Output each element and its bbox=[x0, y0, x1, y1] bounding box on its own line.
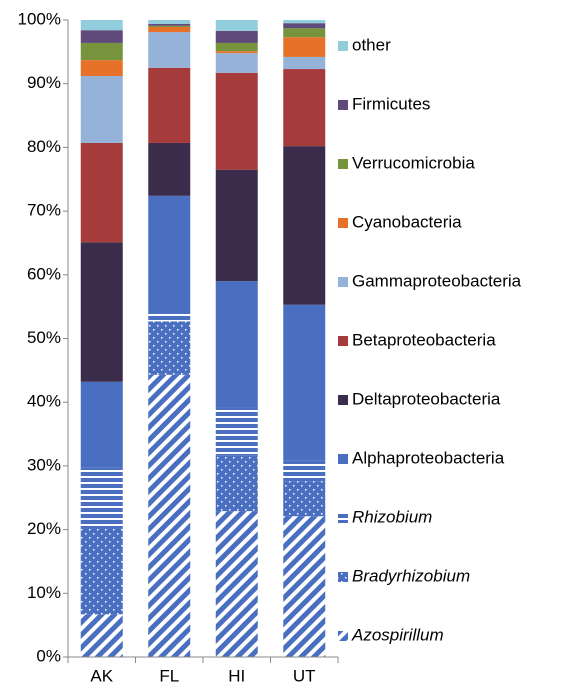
legend-label: other bbox=[352, 35, 391, 54]
bar-segment bbox=[283, 304, 326, 461]
legend-swatch bbox=[338, 100, 348, 110]
legend-swatch bbox=[338, 631, 348, 641]
bar-segment bbox=[283, 516, 326, 657]
legend-label: Bradyrhizobium bbox=[352, 566, 470, 585]
x-tick-label: UT bbox=[293, 666, 316, 685]
bar-segment bbox=[80, 467, 123, 529]
bar-segment bbox=[215, 53, 258, 73]
bar-segment bbox=[283, 146, 326, 305]
bar-segment bbox=[283, 20, 326, 24]
bar-segment bbox=[215, 455, 258, 512]
legend-swatch bbox=[338, 395, 348, 405]
bar-segment bbox=[80, 381, 123, 468]
legend-label: Rhizobium bbox=[352, 507, 432, 526]
bar-segment bbox=[283, 56, 326, 70]
bar-segment bbox=[80, 142, 123, 243]
bar-segment bbox=[215, 281, 258, 408]
bar-segment bbox=[148, 195, 191, 314]
y-tick-label: 80% bbox=[27, 137, 61, 156]
bar-segment bbox=[80, 20, 123, 31]
y-tick-label: 100% bbox=[18, 9, 61, 28]
y-tick-label: 50% bbox=[27, 328, 61, 347]
legend-swatch bbox=[338, 277, 348, 287]
bar-segment bbox=[215, 169, 258, 282]
bar-segment bbox=[80, 30, 123, 43]
bar-segment bbox=[80, 76, 123, 143]
y-tick-label: 30% bbox=[27, 455, 61, 474]
bar-segment bbox=[148, 23, 191, 26]
bar-segment bbox=[283, 23, 326, 29]
y-tick-label: 20% bbox=[27, 519, 61, 538]
bar-segment bbox=[80, 528, 123, 615]
bar-segment bbox=[148, 67, 191, 143]
bar-segment bbox=[283, 69, 326, 147]
bar-segment bbox=[148, 321, 191, 375]
x-tick-label: HI bbox=[228, 666, 245, 685]
bar-segment bbox=[283, 37, 326, 57]
bar-segment bbox=[80, 60, 123, 77]
y-tick-label: 10% bbox=[27, 583, 61, 602]
bar-segment bbox=[215, 20, 258, 31]
legend-swatch bbox=[338, 336, 348, 346]
y-tick-label: 90% bbox=[27, 73, 61, 92]
y-tick-label: 70% bbox=[27, 201, 61, 220]
legend-label: Azospirillum bbox=[351, 625, 444, 644]
x-tick-label: AK bbox=[90, 666, 113, 685]
legend-label: Alphaproteobacteria bbox=[352, 448, 505, 467]
legend-swatch bbox=[338, 159, 348, 169]
bar-segment bbox=[215, 30, 258, 43]
legend-swatch bbox=[338, 513, 348, 523]
y-tick-label: 0% bbox=[36, 646, 61, 665]
bar-segment bbox=[148, 32, 191, 68]
bar-segment bbox=[215, 51, 258, 54]
bar-segment bbox=[283, 28, 326, 38]
bar-segment bbox=[148, 142, 191, 196]
y-tick-label: 60% bbox=[27, 264, 61, 283]
legend-label: Firmicutes bbox=[352, 94, 430, 113]
bar-segment bbox=[215, 72, 258, 170]
y-tick-label: 40% bbox=[27, 392, 61, 411]
bar-segment bbox=[148, 27, 191, 33]
legend-label: Cyanobacteria bbox=[352, 212, 462, 231]
legend-swatch bbox=[338, 41, 348, 51]
legend-swatch bbox=[338, 218, 348, 228]
legend-label: Betaproteobacteria bbox=[352, 330, 496, 349]
bar-segment bbox=[80, 614, 123, 657]
bar-segment bbox=[283, 460, 326, 482]
bar-segment bbox=[215, 42, 258, 52]
bar-segment bbox=[148, 20, 191, 24]
legend-swatch bbox=[338, 572, 348, 582]
bar-segment bbox=[80, 42, 123, 61]
x-tick-label: FL bbox=[159, 666, 179, 685]
bar-segment bbox=[215, 407, 258, 456]
legend-label: Deltaproteobacteria bbox=[352, 389, 501, 408]
legend-label: Verrucomicrobia bbox=[352, 153, 475, 172]
bar-segment bbox=[148, 313, 191, 322]
bar-segment bbox=[215, 511, 258, 657]
bar-segment bbox=[283, 481, 326, 517]
legend-label: Gammaproteobacteria bbox=[352, 271, 522, 290]
bar-segment bbox=[80, 242, 123, 382]
bar-segment bbox=[148, 374, 191, 657]
bar-segment bbox=[148, 25, 191, 28]
legend-swatch bbox=[338, 454, 348, 464]
